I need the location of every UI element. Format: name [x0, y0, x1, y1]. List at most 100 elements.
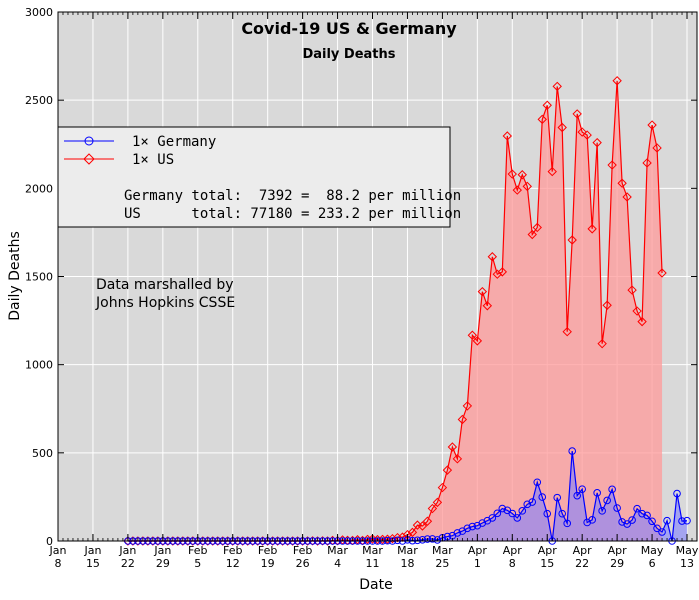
germany-point: [593, 489, 601, 497]
us-point: [477, 286, 488, 297]
germany-point: [393, 536, 402, 545]
germany-point: [573, 491, 581, 500]
legend: 1× Germany 1× US Germany total: 7392 = 8…: [57, 126, 461, 228]
us-point: [612, 76, 622, 86]
us-point: [482, 301, 493, 311]
us-point: [497, 267, 508, 277]
germany-point: [453, 529, 462, 537]
x-tick-day: 12: [226, 557, 240, 570]
us-point: [492, 269, 503, 279]
us-point: [467, 330, 478, 340]
germany-point: [613, 504, 621, 512]
area-fill-us: [127, 80, 663, 542]
germany-point: [568, 447, 576, 455]
germany-point: [628, 516, 636, 524]
x-tick-day: 8: [55, 557, 62, 570]
us-point: [622, 192, 632, 202]
x-tick-month: Mar: [362, 544, 383, 557]
germany-point: [608, 485, 616, 494]
germany-point: [558, 509, 567, 518]
x-tick-month: Apr: [468, 544, 488, 557]
germany-point: [538, 493, 547, 501]
x-tick-month: Apr: [608, 544, 628, 557]
germany-point: [648, 517, 656, 526]
us-point: [427, 503, 438, 514]
x-tick-day: 15: [86, 557, 100, 570]
germany-point: [643, 511, 651, 520]
legend-box: [57, 126, 451, 228]
area-fill-germany: [127, 451, 688, 541]
germany-point: [518, 507, 527, 515]
legend-germany-marker: [84, 136, 94, 146]
x-tick-month: May: [676, 544, 699, 557]
y-axis-label: Daily Deaths: [7, 231, 23, 321]
us-point: [542, 100, 552, 110]
source-note-line1: Data marshalled by: [96, 277, 234, 293]
area-fills: [127, 80, 688, 542]
us-point: [407, 527, 418, 538]
germany-point: [588, 516, 596, 524]
legend-us-marker: [83, 153, 95, 165]
germany-point: [423, 535, 432, 543]
x-tick-month: Jan: [153, 544, 171, 557]
us-point: [592, 137, 602, 148]
germany-point: [653, 524, 661, 533]
germany-point: [523, 500, 532, 509]
germany-point: [468, 522, 477, 531]
y-tick-label: 1000: [25, 359, 53, 372]
us-point: [487, 252, 498, 262]
germany-point: [428, 535, 437, 543]
us-point: [657, 268, 667, 278]
germany-point: [633, 504, 641, 513]
us-point: [517, 170, 527, 180]
germany-point: [553, 493, 562, 502]
germany-point: [433, 536, 442, 544]
germany-point: [528, 498, 537, 506]
us-point: [432, 497, 443, 508]
legend-germany-label: 1× Germany: [132, 134, 216, 150]
us-point: [587, 224, 597, 234]
us-point: [442, 465, 453, 475]
us-point: [582, 130, 592, 140]
us-point: [532, 222, 542, 233]
germany-point: [578, 485, 586, 493]
us-point: [507, 169, 517, 179]
us-point: [457, 414, 468, 425]
germany-point: [638, 509, 646, 518]
us-point: [627, 285, 637, 295]
us-point: [652, 143, 662, 153]
germany-point: [658, 528, 666, 536]
x-tick-month: May: [641, 544, 664, 557]
us-point: [602, 300, 612, 310]
chart-title: Covid-19 US & Germany: [241, 19, 457, 38]
x-tick-day: 22: [121, 557, 135, 570]
germany-point: [683, 516, 691, 525]
germany-point: [618, 518, 626, 526]
x-tick-day: 29: [610, 557, 624, 570]
germany-point: [543, 509, 552, 518]
us-point: [632, 306, 642, 316]
us-point: [392, 532, 403, 543]
x-tick-month: Mar: [397, 544, 418, 557]
y-axis-ticks: 0 500 1000 1500 2000 2500 3000: [25, 6, 697, 548]
us-point: [607, 160, 617, 170]
germany-point: [623, 520, 631, 528]
us-point: [462, 401, 473, 411]
source-note-line2: Johns Hopkins CSSE: [95, 295, 235, 311]
us-point: [547, 166, 557, 177]
us-point: [577, 127, 587, 137]
x-tick-day: 29: [156, 557, 170, 570]
us-point: [552, 81, 562, 92]
germany-point: [513, 514, 522, 522]
germany-point: [603, 496, 611, 505]
x-tick-day: 4: [334, 557, 341, 570]
germany-point: [488, 514, 497, 522]
us-point: [647, 120, 657, 130]
germany-point: [533, 478, 542, 487]
germany-point: [598, 507, 606, 515]
us-point: [382, 534, 393, 544]
us-point: [637, 316, 647, 327]
germany-point: [678, 517, 686, 525]
x-tick-month: Mar: [327, 544, 348, 557]
